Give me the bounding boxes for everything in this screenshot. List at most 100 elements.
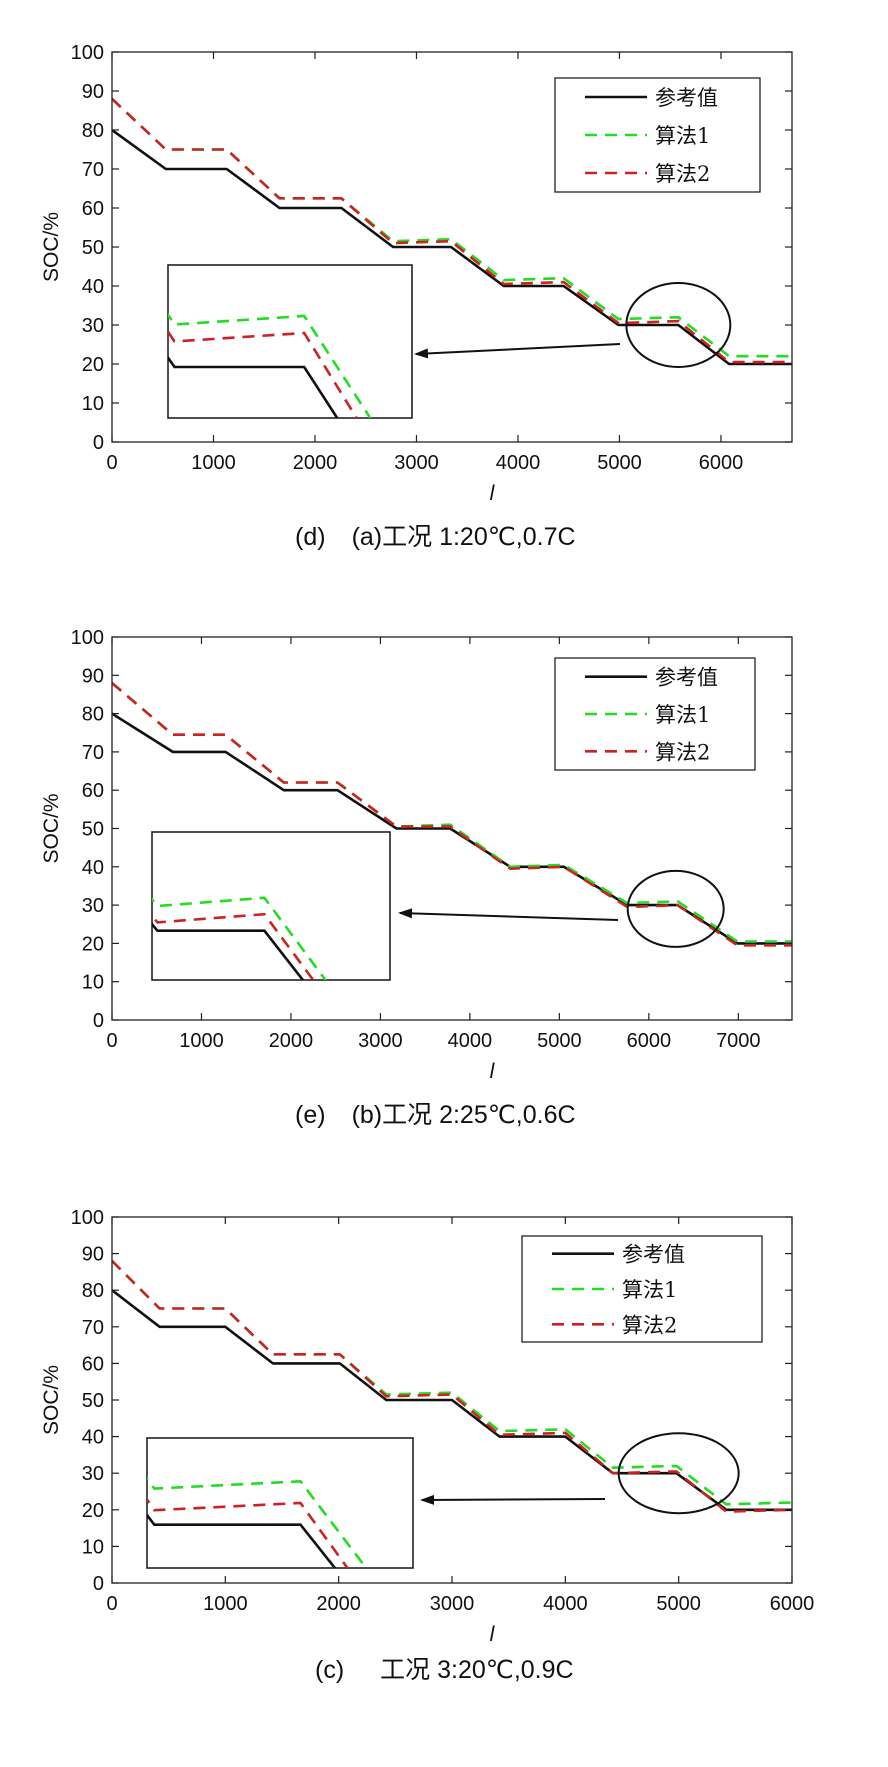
legend-label-2: 算法1 bbox=[655, 703, 710, 727]
series-group bbox=[112, 682, 792, 947]
zoom-arrow bbox=[420, 1494, 606, 1505]
y-tick-label: 30 bbox=[82, 895, 104, 917]
zoom-arrow bbox=[414, 343, 621, 359]
inset-series-line-1 bbox=[147, 1512, 337, 1568]
legend-label-2: 算法1 bbox=[655, 124, 710, 148]
legend-label-3: 算法2 bbox=[655, 162, 710, 186]
y-tick-label: 100 bbox=[71, 1207, 104, 1229]
y-tick-label: 10 bbox=[82, 393, 104, 415]
series-line-2 bbox=[112, 682, 792, 943]
legend-label-1: 参考值 bbox=[622, 1243, 685, 1267]
x-axis-label: l bbox=[490, 482, 496, 505]
x-tick-label: 4000 bbox=[543, 1593, 588, 1615]
x-tick-label: 2000 bbox=[269, 1030, 314, 1052]
y-tick-label: 10 bbox=[82, 1536, 104, 1558]
x-tick-label: 2000 bbox=[293, 452, 338, 474]
y-tick-label: 20 bbox=[82, 354, 104, 376]
x-tick-label: 1000 bbox=[191, 452, 236, 474]
legend-label-1: 参考值 bbox=[655, 666, 718, 690]
x-tick-label: 1000 bbox=[203, 1593, 248, 1615]
series-line-2 bbox=[112, 1259, 792, 1506]
inset-series-line-2 bbox=[152, 896, 328, 980]
x-tick-label: 0 bbox=[106, 452, 117, 474]
y-axis-label: SOC/% bbox=[40, 212, 63, 282]
y-tick-label: 70 bbox=[82, 742, 104, 764]
inset-series-line-3 bbox=[152, 912, 315, 980]
y-tick-label: 50 bbox=[82, 819, 104, 841]
y-tick-label: 50 bbox=[82, 237, 104, 259]
caption-text: 工况 3:20℃,0.9C bbox=[380, 1656, 573, 1684]
x-tick-label: 3000 bbox=[394, 452, 439, 474]
chart-caption: (e) (b)工况 2:25℃,0.6C bbox=[295, 1101, 576, 1129]
inset-box bbox=[167, 264, 413, 419]
legend-label-1: 参考值 bbox=[655, 86, 718, 110]
x-tick-label: 6000 bbox=[627, 1030, 672, 1052]
legend-label-2: 算法1 bbox=[622, 1278, 677, 1302]
y-tick-label: 30 bbox=[82, 1463, 104, 1485]
y-tick-label: 70 bbox=[82, 159, 104, 181]
inset-series-line-3 bbox=[147, 1497, 350, 1568]
x-tick-label: 0 bbox=[106, 1593, 117, 1615]
x-tick-label: 3000 bbox=[358, 1030, 403, 1052]
x-tick-label: 4000 bbox=[448, 1030, 493, 1052]
y-tick-label: 80 bbox=[82, 120, 104, 142]
y-tick-label: 0 bbox=[93, 432, 104, 454]
y-axis-label: SOC/% bbox=[40, 1365, 63, 1435]
series-line-2 bbox=[112, 97, 792, 358]
zoom-ellipse bbox=[617, 1432, 740, 1515]
inset-series-group bbox=[168, 312, 372, 418]
legend-label-3: 算法2 bbox=[655, 740, 710, 764]
caption-tag: (d) bbox=[295, 523, 326, 551]
series-line-3 bbox=[112, 1259, 792, 1513]
inset-series-line-2 bbox=[168, 312, 372, 418]
series-line-1 bbox=[112, 1289, 792, 1512]
y-tick-label: 60 bbox=[82, 780, 104, 802]
x-tick-label: 7000 bbox=[716, 1030, 761, 1052]
zoom-arrow bbox=[398, 908, 619, 921]
inset-series-line-1 bbox=[168, 355, 339, 418]
inset-series-line-3 bbox=[168, 329, 359, 418]
series-group bbox=[112, 97, 792, 366]
y-tick-label: 20 bbox=[82, 933, 104, 955]
caption-tag: (e) bbox=[295, 1101, 326, 1129]
inset-series-group bbox=[147, 1476, 368, 1568]
y-tick-label: 20 bbox=[82, 1500, 104, 1522]
legend-label-3: 算法2 bbox=[622, 1313, 677, 1337]
y-axis-label: SOC/% bbox=[40, 793, 63, 863]
y-tick-label: 100 bbox=[71, 627, 104, 649]
y-tick-label: 0 bbox=[93, 1010, 104, 1032]
y-tick-label: 90 bbox=[82, 1244, 104, 1266]
x-tick-label: 5000 bbox=[597, 452, 642, 474]
y-tick-label: 0 bbox=[93, 1573, 104, 1595]
y-tick-label: 80 bbox=[82, 1280, 104, 1302]
chart-caption: (c) 工况 3:20℃,0.9C bbox=[315, 1656, 574, 1684]
y-tick-label: 60 bbox=[82, 198, 104, 220]
caption-tag: (c) bbox=[315, 1656, 344, 1684]
y-tick-label: 90 bbox=[82, 81, 104, 103]
x-tick-label: 1000 bbox=[179, 1030, 224, 1052]
zoom-ellipse bbox=[625, 282, 732, 368]
x-tick-label: 3000 bbox=[430, 1593, 475, 1615]
y-tick-label: 10 bbox=[82, 972, 104, 994]
y-tick-label: 40 bbox=[82, 276, 104, 298]
series-group bbox=[112, 1259, 792, 1513]
y-tick-label: 100 bbox=[71, 42, 104, 64]
series-line-3 bbox=[112, 682, 792, 947]
x-tick-label: 6000 bbox=[770, 1593, 815, 1615]
x-tick-label: 5000 bbox=[656, 1593, 701, 1615]
x-tick-label: 0 bbox=[106, 1030, 117, 1052]
inset-box bbox=[151, 831, 391, 981]
caption-text: (b)工况 2:25℃,0.6C bbox=[352, 1101, 576, 1129]
x-tick-label: 5000 bbox=[537, 1030, 582, 1052]
y-tick-label: 60 bbox=[82, 1353, 104, 1375]
series-line-1 bbox=[112, 128, 792, 366]
y-tick-label: 30 bbox=[82, 315, 104, 337]
zoom-ellipse bbox=[626, 869, 725, 948]
chart-caption: (d) (a)工况 1:20℃,0.7C bbox=[295, 523, 576, 551]
series-line-3 bbox=[112, 97, 792, 364]
